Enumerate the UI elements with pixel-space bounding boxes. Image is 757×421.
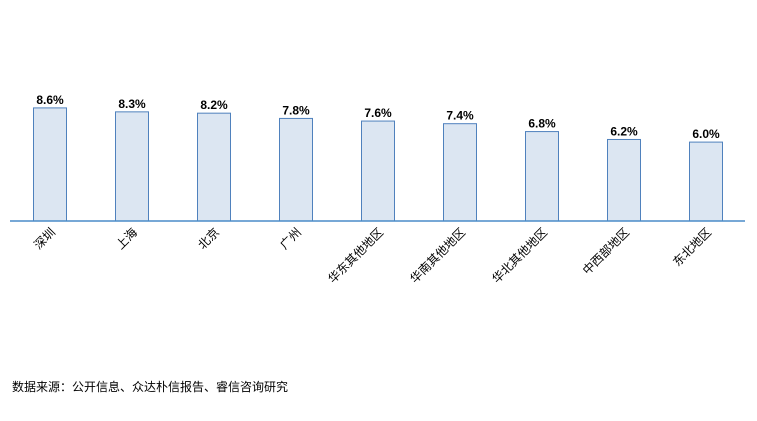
- x-tick-label: 华北其他地区: [489, 225, 550, 286]
- bar: [443, 123, 477, 222]
- bar: [279, 117, 313, 222]
- bar: [115, 111, 149, 222]
- value-label: 7.4%: [446, 109, 474, 123]
- value-label: 8.3%: [118, 97, 146, 111]
- value-label: 7.8%: [282, 103, 310, 117]
- x-tick-label: 华南其他地区: [407, 225, 469, 287]
- x-tick-label: 上海: [113, 225, 141, 253]
- value-label: 6.2%: [610, 124, 638, 138]
- bar: [197, 112, 231, 222]
- x-tick-label: 深圳: [31, 225, 58, 252]
- value-label: 8.6%: [36, 93, 64, 107]
- x-tick-label: 中西部地区: [579, 225, 632, 278]
- value-label: 6.0%: [692, 127, 720, 141]
- source-note: 数据来源：公开信息、众达朴信报告、睿信咨询研究: [12, 379, 288, 394]
- bar: [689, 141, 723, 222]
- x-tick-label: 华东其他地区: [325, 225, 386, 286]
- value-label: 8.2%: [200, 98, 228, 112]
- value-label: 6.8%: [528, 117, 556, 131]
- bar: [525, 131, 559, 222]
- x-tick-label: 广州: [277, 225, 304, 252]
- value-label: 7.6%: [364, 106, 392, 120]
- x-tick-label: 北京: [195, 225, 222, 252]
- bar: [33, 107, 67, 222]
- bar: [607, 138, 641, 222]
- bar: [361, 120, 395, 222]
- x-tick-label: 东北地区: [670, 225, 714, 269]
